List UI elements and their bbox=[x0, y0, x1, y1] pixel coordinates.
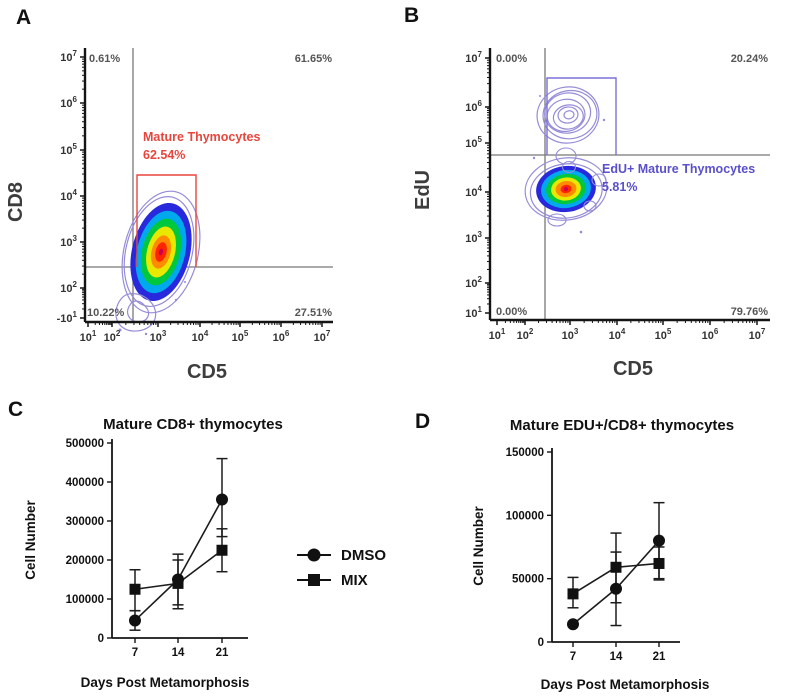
line-chart-d-body bbox=[547, 448, 680, 647]
chart-title-d: Mature EDU+/CD8+ thymocytes bbox=[510, 417, 734, 434]
x-tick-label: 14 bbox=[172, 647, 185, 659]
x-tick-label: 21 bbox=[653, 651, 666, 663]
quadrant-stat-lower-left-a: 10.22% bbox=[87, 307, 125, 319]
quadrant-stat-upper-right-a: 61.65% bbox=[295, 53, 333, 65]
x-axis-title-d: Days Post Metamorphosis bbox=[541, 677, 710, 692]
quadrant-stat-lower-left-b: 0.00% bbox=[496, 306, 527, 318]
axis-tick-label: 104 bbox=[60, 188, 77, 203]
x-axis-title-c: Days Post Metamorphosis bbox=[81, 675, 250, 690]
axis-tick-label: 106 bbox=[465, 99, 482, 114]
y-tick-label: 100000 bbox=[66, 594, 104, 606]
y-tick-label: 300000 bbox=[66, 516, 104, 528]
axis-tick-label: 104 bbox=[465, 184, 482, 199]
flow-plot-b-body bbox=[485, 48, 770, 325]
y-tick-label: 0 bbox=[538, 637, 544, 649]
axis-tick-label: 107 bbox=[314, 329, 331, 344]
x-tick-label: 7 bbox=[132, 647, 138, 659]
panel-label-b: B bbox=[404, 4, 420, 27]
x-tick-label: 14 bbox=[610, 651, 623, 663]
markers-mix bbox=[567, 557, 665, 600]
legend-item-mix: MIX bbox=[296, 571, 386, 589]
axis-tick-label: 102 bbox=[517, 327, 534, 342]
square-marker-icon bbox=[297, 574, 331, 586]
legend-label-mix: MIX bbox=[341, 571, 368, 589]
axis-tick-label: 107 bbox=[749, 327, 766, 342]
gate-outline bbox=[136, 174, 197, 267]
quadrant-stat-upper-left-a: 0.61% bbox=[89, 53, 120, 65]
gate-label-b: EdU+ Mature Thymocytes bbox=[602, 162, 755, 176]
panel-label-a: A bbox=[16, 6, 32, 29]
axis-tick-label: 105 bbox=[465, 135, 482, 150]
axis-tick-label: 106 bbox=[60, 95, 77, 110]
y-axis-title-c: Cell Number bbox=[23, 500, 38, 580]
axis-tick-label: 106 bbox=[273, 329, 290, 344]
gate-percent-b: 5.81% bbox=[602, 180, 637, 194]
y-axis-title-a: CD8 bbox=[5, 182, 27, 222]
axis-tick-label: 103 bbox=[465, 230, 482, 245]
y-tick-label: 100000 bbox=[506, 510, 544, 522]
y-tick-label: 50000 bbox=[512, 574, 544, 586]
flow-plot-edu-vs-cd5: CD5 EdU 0.00% 20.24% 0.00% 79.76% EdU+ M… bbox=[412, 48, 770, 380]
markers-dmso bbox=[567, 534, 665, 631]
contour-populations bbox=[524, 86, 614, 234]
circle-marker-icon bbox=[297, 548, 331, 562]
x-axis-title-b: CD5 bbox=[613, 358, 653, 380]
flow-plot-a-body bbox=[80, 48, 333, 336]
axis-tick-label: 104 bbox=[192, 329, 209, 344]
chart-legend: DMSO MIX bbox=[296, 546, 386, 589]
quadrant-stat-lower-right-b: 79.76% bbox=[731, 306, 769, 318]
axis-tick-label: 106 bbox=[702, 327, 719, 342]
axis-tick-label: 105 bbox=[60, 142, 77, 157]
y-tick-label: 150000 bbox=[506, 447, 544, 459]
line-chart-c-body bbox=[107, 439, 248, 643]
flow-plot-cd8-vs-cd5: CD5 CD8 0.61% 61.65% 10.22% 27.51% Matur… bbox=[5, 48, 333, 383]
axis-tick-label: 101 bbox=[465, 305, 482, 320]
y-tick-label: 200000 bbox=[66, 555, 104, 567]
axis-tick-label: 101 bbox=[80, 329, 97, 344]
line-chart-mature-edu-cd8: Mature EDU+/CD8+ thymocytes Days Post Me… bbox=[471, 417, 734, 692]
axis-tick-label: 107 bbox=[465, 50, 482, 65]
axis-tick-label: 103 bbox=[150, 329, 167, 344]
quadrant-stat-upper-left-b: 0.00% bbox=[496, 53, 527, 65]
axis-tick-label: 103 bbox=[562, 327, 579, 342]
panel-label-c: C bbox=[8, 398, 24, 421]
panel-label-d: D bbox=[415, 410, 431, 433]
axis-ticks bbox=[80, 56, 323, 327]
legend-label-dmso: DMSO bbox=[341, 546, 386, 564]
axis-tick-label: 102 bbox=[104, 329, 121, 344]
line-chart-mature-cd8: Mature CD8+ thymocytes Days Post Metamor… bbox=[23, 416, 283, 690]
legend-item-dmso: DMSO bbox=[296, 546, 386, 564]
quadrant-stat-upper-right-b: 20.24% bbox=[731, 53, 769, 65]
gate-label-a: Mature Thymocytes bbox=[143, 130, 260, 144]
markers-mix bbox=[129, 544, 228, 595]
y-tick-label: 0 bbox=[98, 633, 104, 645]
axis-tick-label: 102 bbox=[60, 280, 77, 295]
axis-tick-label: 101 bbox=[489, 327, 506, 342]
chart-title-c: Mature CD8+ thymocytes bbox=[103, 416, 283, 433]
axis-tick-label: 104 bbox=[609, 327, 626, 342]
y-tick-label: 500000 bbox=[66, 438, 104, 450]
gate-percent-a: 62.54% bbox=[143, 148, 185, 162]
y-axis-title-d: Cell Number bbox=[471, 506, 486, 586]
axis-tick-label: 102 bbox=[465, 275, 482, 290]
x-tick-label: 7 bbox=[570, 651, 576, 663]
axis-tick-label: 105 bbox=[232, 329, 249, 344]
x-axis-title-a: CD5 bbox=[187, 361, 227, 383]
y-axis-title-b: EdU bbox=[412, 170, 434, 210]
axis-ticks bbox=[485, 57, 758, 325]
axis-tick-label: 103 bbox=[60, 234, 77, 249]
quadrant-stat-lower-right-a: 27.51% bbox=[295, 307, 333, 319]
contour-populations bbox=[115, 190, 201, 336]
y-tick-label: 400000 bbox=[66, 477, 104, 489]
error-bars-mix bbox=[129, 528, 228, 612]
x-tick-label: 21 bbox=[216, 647, 229, 659]
axis-tick-label: 105 bbox=[655, 327, 672, 342]
axis-tick-label: -101 bbox=[57, 310, 78, 325]
axis-tick-label: 107 bbox=[60, 49, 77, 64]
gate-outline bbox=[546, 77, 617, 155]
